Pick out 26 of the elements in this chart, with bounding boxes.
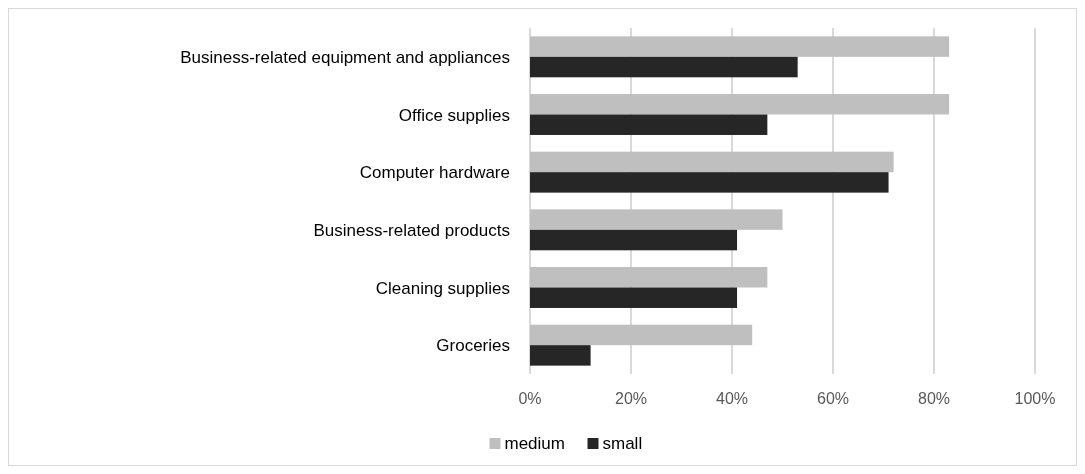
x-tick-label: 40% — [715, 390, 749, 407]
y-tick-label: Groceries — [436, 336, 510, 356]
y-tick-label: Business-related equipment and appliances — [180, 47, 510, 67]
x-tick-label: 20% — [614, 390, 648, 407]
bar — [530, 56, 798, 78]
y-tick-label: Computer hardware — [359, 163, 510, 183]
y-tick-label: Office supplies — [398, 105, 510, 125]
bar — [530, 172, 889, 193]
x-tick-label: 100% — [1014, 390, 1056, 407]
bar — [530, 209, 783, 230]
bar — [530, 345, 591, 366]
x-tick-label: 80% — [917, 390, 951, 407]
legend-label: medium — [504, 434, 565, 453]
y-tick-label: Cleaning supplies — [375, 278, 510, 298]
x-tick-label: 0% — [518, 390, 542, 407]
bar — [530, 151, 894, 173]
y-tick-label: Business-related products — [313, 220, 510, 240]
bar — [530, 267, 768, 288]
bar — [530, 94, 950, 115]
bar — [530, 114, 768, 135]
bar — [530, 324, 753, 346]
x-tick-label: 60% — [816, 390, 850, 407]
legend-label: small — [602, 434, 643, 453]
bar — [530, 287, 738, 308]
bar — [530, 36, 950, 57]
bar — [530, 229, 738, 251]
